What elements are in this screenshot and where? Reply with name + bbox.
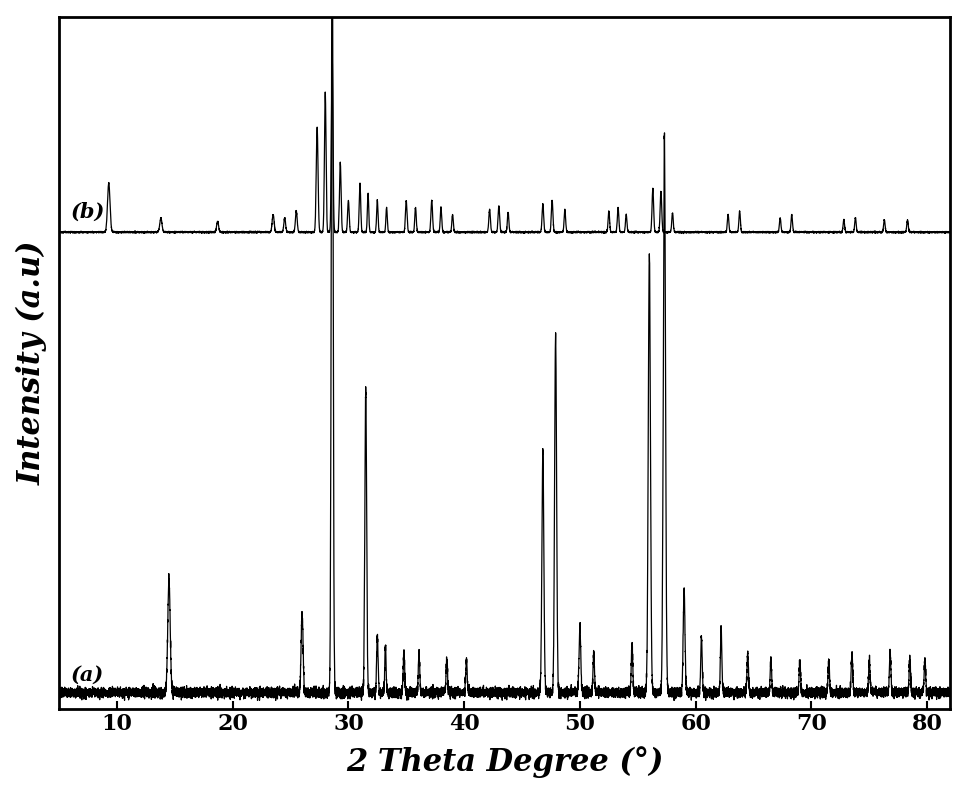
Text: (b): (b) — [71, 202, 105, 222]
X-axis label: 2 Theta Degree (°): 2 Theta Degree (°) — [346, 747, 663, 778]
Y-axis label: Intensity (a.u): Intensity (a.u) — [16, 240, 48, 485]
Text: (a): (a) — [71, 665, 103, 684]
